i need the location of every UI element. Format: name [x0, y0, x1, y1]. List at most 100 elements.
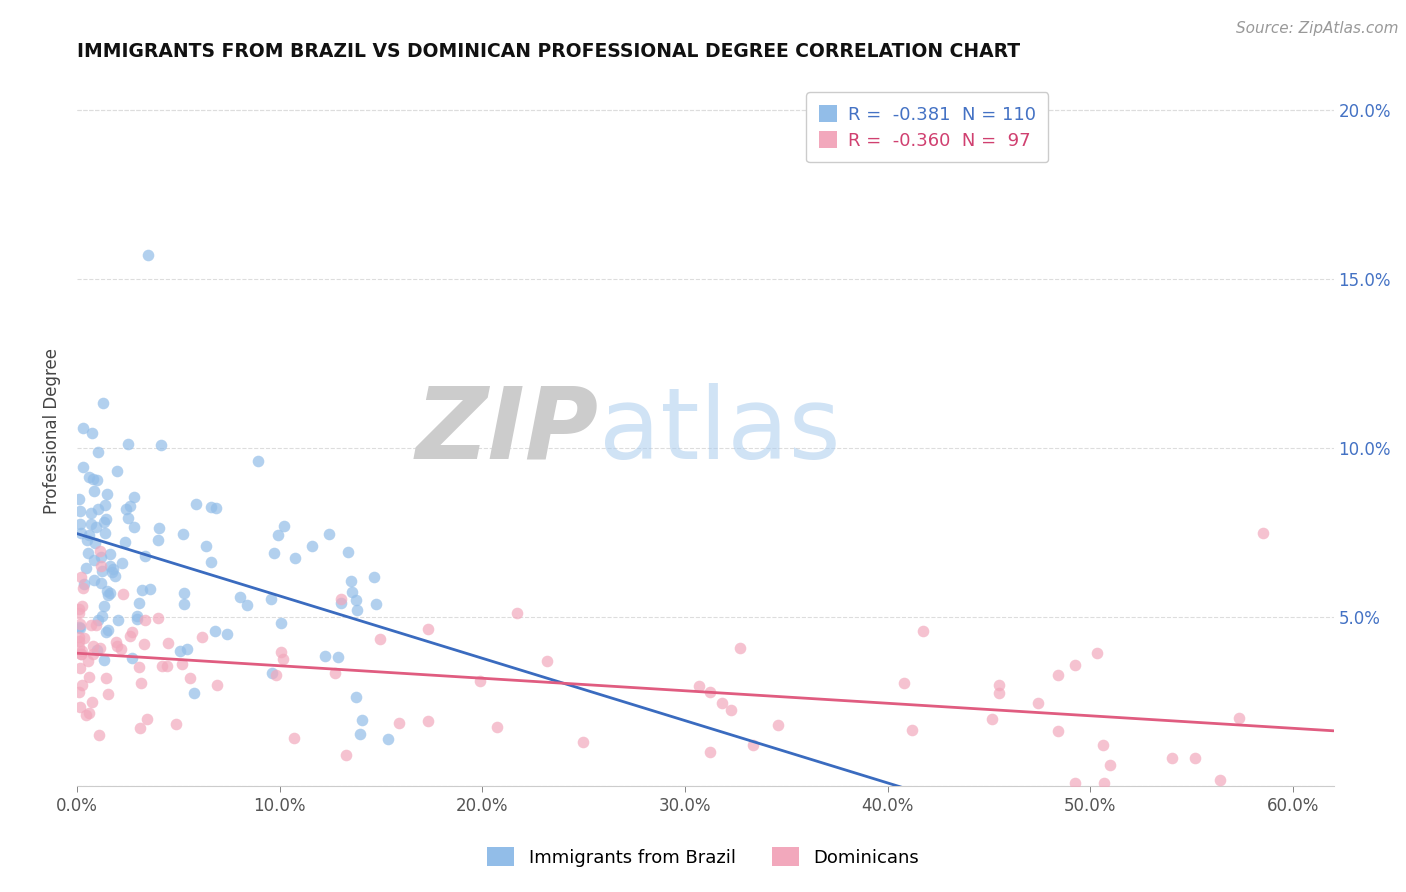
Point	[136, 248, 159, 262]
Point	[987, 686, 1010, 700]
Point	[114, 534, 136, 549]
Point	[93, 652, 115, 666]
Point	[912, 624, 935, 638]
Point	[72, 599, 94, 613]
Point	[1047, 724, 1070, 739]
Point	[346, 602, 368, 616]
Point	[173, 597, 195, 611]
Point	[118, 629, 141, 643]
Legend: Immigrants from Brazil, Dominicans: Immigrants from Brazil, Dominicans	[479, 840, 927, 874]
Point	[87, 613, 110, 627]
Point	[132, 637, 155, 651]
Point	[83, 573, 105, 587]
Point	[200, 555, 222, 569]
Point	[172, 527, 194, 541]
Point	[370, 632, 392, 646]
Point	[69, 616, 91, 631]
Point	[1085, 646, 1108, 660]
Point	[344, 592, 367, 607]
Point	[264, 668, 287, 682]
Point	[329, 591, 352, 606]
Point	[284, 550, 307, 565]
Point	[186, 497, 208, 511]
Point	[987, 678, 1010, 692]
Point	[67, 491, 90, 506]
Point	[69, 569, 91, 583]
Point	[506, 607, 529, 621]
Text: Source: ZipAtlas.com: Source: ZipAtlas.com	[1236, 21, 1399, 36]
Text: atlas: atlas	[599, 383, 841, 480]
Point	[340, 584, 363, 599]
Point	[80, 695, 103, 709]
Point	[105, 464, 128, 478]
Point	[344, 690, 367, 704]
Point	[127, 608, 149, 623]
Point	[205, 678, 228, 692]
Point	[314, 649, 336, 664]
Point	[377, 731, 399, 746]
Point	[318, 527, 340, 541]
Point	[273, 518, 295, 533]
Point	[1251, 525, 1274, 540]
Point	[1064, 776, 1087, 790]
Point	[720, 703, 742, 717]
Point	[699, 685, 721, 699]
Point	[572, 734, 595, 748]
Point	[82, 472, 104, 486]
Text: ZIP: ZIP	[416, 383, 599, 480]
Text: IMMIGRANTS FROM BRAZIL VS DOMINICAN PROFESSIONAL DEGREE CORRELATION CHART: IMMIGRANTS FROM BRAZIL VS DOMINICAN PROF…	[77, 42, 1021, 61]
Point	[1184, 750, 1206, 764]
Point	[94, 526, 117, 541]
Point	[1064, 658, 1087, 673]
Point	[486, 720, 509, 734]
Point	[90, 608, 112, 623]
Point	[90, 549, 112, 564]
Point	[165, 717, 187, 731]
Point	[200, 500, 222, 514]
Point	[699, 745, 721, 759]
Point	[122, 520, 145, 534]
Point	[82, 647, 104, 661]
Point	[86, 618, 108, 632]
Point	[83, 552, 105, 566]
Point	[69, 621, 91, 635]
Point	[110, 642, 132, 657]
Point	[981, 712, 1004, 726]
Point	[150, 659, 173, 673]
Point	[105, 640, 128, 654]
Point	[91, 396, 114, 410]
Point	[229, 591, 252, 605]
Point	[73, 632, 96, 646]
Point	[901, 723, 924, 737]
Point	[115, 501, 138, 516]
Point	[350, 714, 373, 728]
Point	[98, 585, 121, 599]
Point	[205, 500, 228, 515]
Point	[67, 634, 90, 648]
Point	[89, 543, 111, 558]
Point	[1229, 710, 1251, 724]
Point	[80, 517, 103, 532]
Point	[271, 652, 294, 666]
Point	[97, 687, 120, 701]
Point	[75, 708, 97, 723]
Point	[416, 622, 439, 636]
Point	[72, 459, 94, 474]
Point	[388, 715, 411, 730]
Point	[128, 721, 150, 735]
Point	[328, 649, 350, 664]
Legend: R =  -0.381  N = 110, R =  -0.360  N =  97: R = -0.381 N = 110, R = -0.360 N = 97	[806, 93, 1047, 162]
Point	[893, 676, 915, 690]
Point	[70, 526, 93, 541]
Point	[100, 565, 122, 579]
Point	[267, 527, 290, 541]
Point	[67, 630, 90, 644]
Point	[94, 499, 117, 513]
Point	[111, 587, 134, 601]
Point	[349, 727, 371, 741]
Point	[69, 516, 91, 531]
Point	[96, 583, 118, 598]
Point	[93, 599, 115, 614]
Point	[468, 674, 491, 689]
Point	[172, 657, 194, 672]
